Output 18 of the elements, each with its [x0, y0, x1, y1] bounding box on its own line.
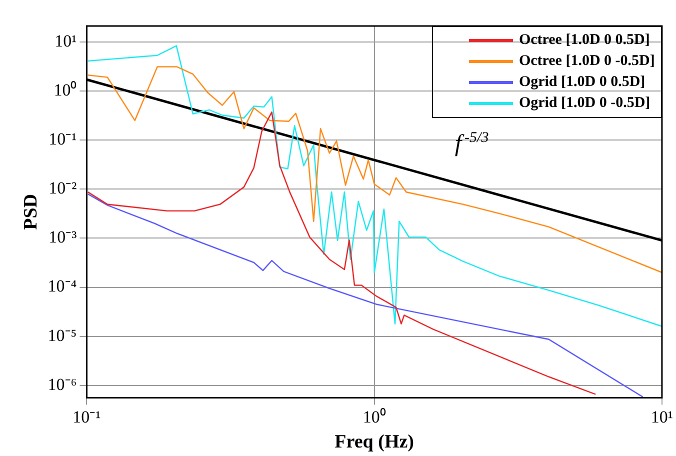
legend-label: Ogrid [1.0D 0 0.5D] — [518, 74, 646, 91]
x-axis-title: Freq (Hz) — [334, 432, 414, 453]
y-tick-label: 10⁻² — [48, 178, 77, 198]
legend-label: Octree [1.0D 0 -0.5D] — [518, 53, 655, 70]
x-tick-label: 10¹ — [650, 407, 674, 426]
y-tick-label: 10⁻⁶ — [48, 374, 77, 394]
legend-label: Octree [1.0D 0 0.5D] — [518, 32, 650, 49]
annotation: f$^{-5/3}$ — [454, 130, 489, 158]
y-tick-label: 10⁻⁴ — [48, 276, 77, 296]
y-tick-label: 10¹ — [54, 31, 77, 50]
x-tick-label: 10⁰ — [362, 407, 386, 426]
y-tick-label: 10⁻³ — [48, 228, 77, 247]
x-tick-label: 10⁻¹ — [72, 407, 101, 426]
y-axis-title: PSD — [20, 194, 42, 230]
y-tick-label: 10⁻¹ — [48, 129, 77, 148]
y-tick-label: 10⁻⁵ — [48, 326, 77, 345]
legend-label: Ogrid [1.0D 0 -0.5D] — [518, 95, 650, 112]
y-tick-label: 10⁰ — [54, 80, 77, 100]
